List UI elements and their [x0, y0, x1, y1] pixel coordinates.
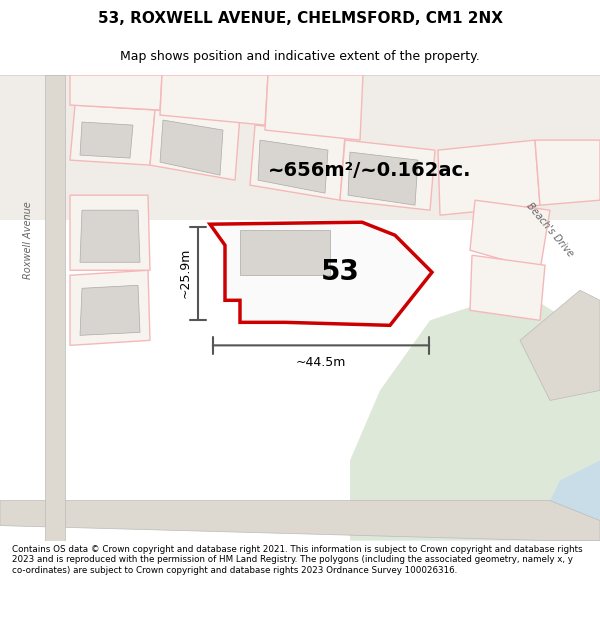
Polygon shape [340, 140, 435, 210]
Text: Contains OS data © Crown copyright and database right 2021. This information is : Contains OS data © Crown copyright and d… [12, 545, 583, 574]
Polygon shape [348, 152, 418, 205]
Text: 53, ROXWELL AVENUE, CHELMSFORD, CM1 2NX: 53, ROXWELL AVENUE, CHELMSFORD, CM1 2NX [97, 11, 503, 26]
Polygon shape [70, 195, 150, 270]
Polygon shape [535, 140, 600, 205]
Polygon shape [80, 285, 140, 336]
Polygon shape [265, 75, 363, 140]
Polygon shape [80, 122, 133, 158]
Text: Map shows position and indicative extent of the property.: Map shows position and indicative extent… [120, 50, 480, 62]
Polygon shape [0, 75, 600, 220]
Polygon shape [70, 105, 155, 165]
Polygon shape [258, 140, 328, 193]
Polygon shape [250, 125, 345, 200]
Text: Beach's Drive: Beach's Drive [524, 201, 575, 259]
Polygon shape [80, 210, 140, 262]
Polygon shape [210, 222, 432, 326]
Polygon shape [70, 270, 150, 346]
Polygon shape [470, 200, 550, 270]
Polygon shape [470, 255, 545, 321]
Polygon shape [350, 290, 600, 541]
Polygon shape [240, 230, 330, 275]
Polygon shape [0, 501, 600, 541]
Text: ~44.5m: ~44.5m [296, 356, 346, 369]
Polygon shape [70, 75, 162, 110]
Polygon shape [438, 140, 540, 215]
Polygon shape [45, 75, 65, 541]
Polygon shape [150, 110, 240, 180]
Text: 53: 53 [320, 258, 359, 286]
Polygon shape [530, 461, 600, 541]
Text: ~25.9m: ~25.9m [179, 248, 191, 299]
Text: ~656m²/~0.162ac.: ~656m²/~0.162ac. [268, 161, 472, 179]
Text: Roxwell Avenue: Roxwell Avenue [23, 201, 33, 279]
Polygon shape [160, 120, 223, 175]
Polygon shape [520, 290, 600, 401]
Polygon shape [160, 75, 268, 125]
